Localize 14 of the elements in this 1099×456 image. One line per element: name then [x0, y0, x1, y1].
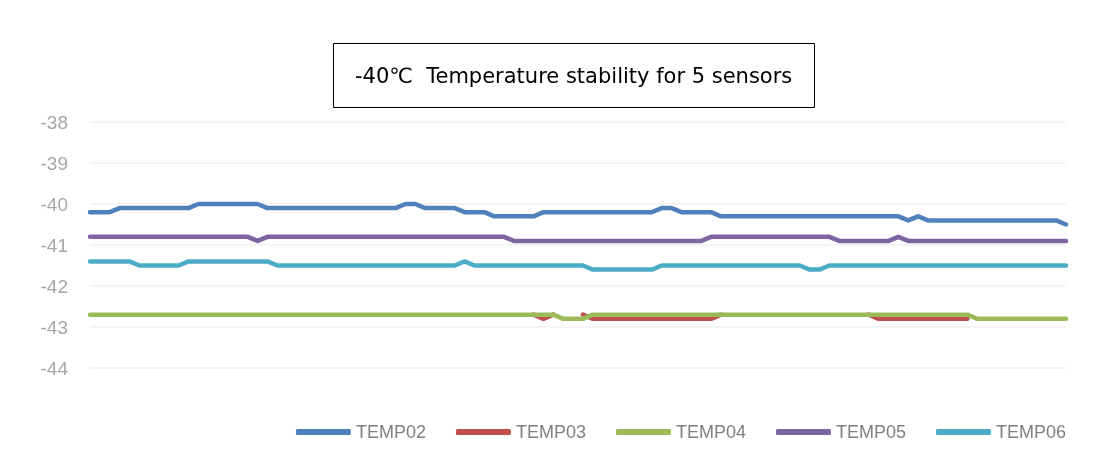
legend-label: TEMP02 — [355, 422, 426, 442]
y-tick-label: -39 — [40, 152, 68, 174]
legend-label: TEMP04 — [675, 422, 746, 442]
y-tick-label: -43 — [40, 316, 68, 338]
chart-title: -40℃ Temperature stability for 5 sensors — [355, 63, 793, 88]
y-tick-label: -41 — [40, 234, 68, 256]
line-series — [87, 201, 1069, 227]
y-tick-label: -38 — [40, 111, 68, 133]
legend-label: TEMP06 — [995, 422, 1067, 442]
y-tick-label: -44 — [40, 357, 69, 379]
legend-label: TEMP03 — [515, 422, 586, 442]
legend-label: TEMP05 — [835, 422, 906, 442]
y-tick-label: -40 — [40, 193, 68, 215]
y-tick-label: -42 — [40, 275, 68, 297]
